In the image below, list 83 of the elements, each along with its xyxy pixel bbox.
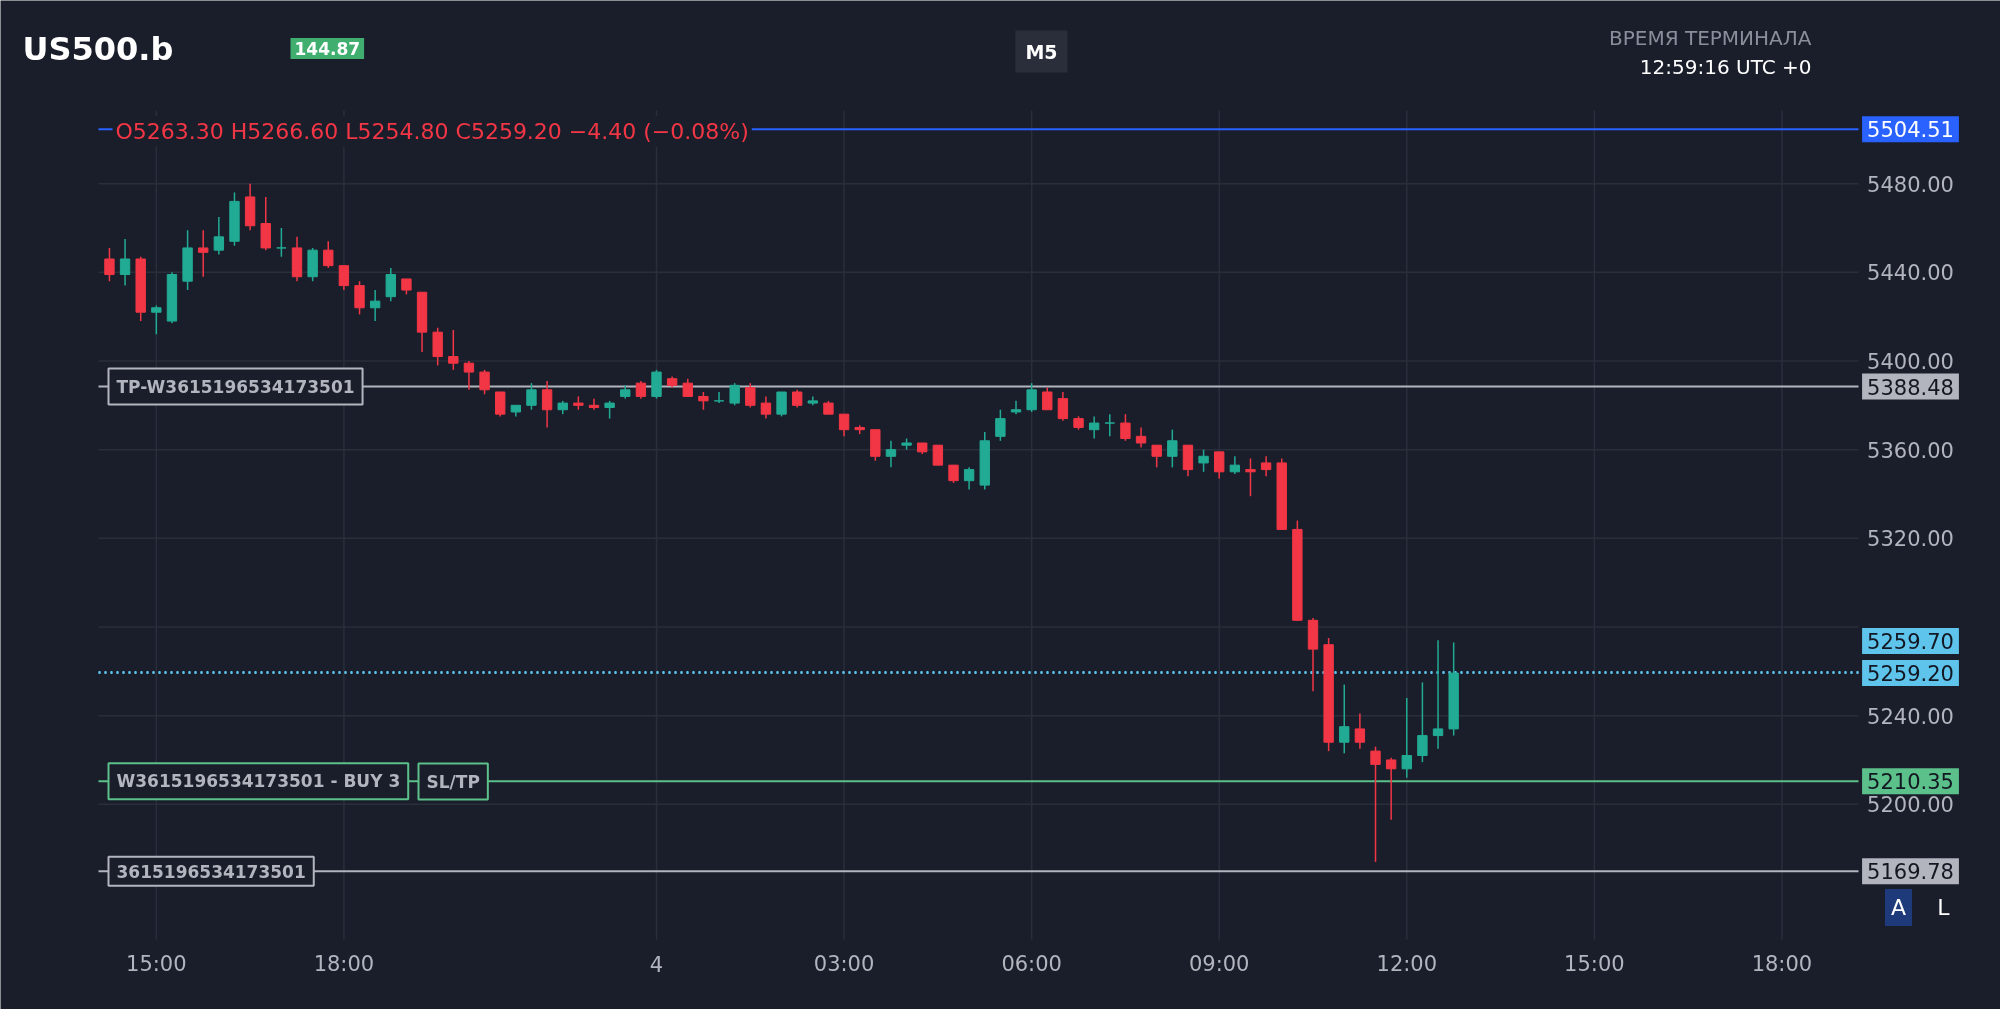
- candlestick: [745, 382, 756, 409]
- candlestick: [448, 329, 459, 371]
- candlestick: [1260, 455, 1272, 477]
- x-tick-label: 18:00: [313, 951, 375, 976]
- y-tick-label: 5240.00: [1867, 704, 1954, 729]
- candlestick: [385, 267, 396, 302]
- candlestick: [1354, 712, 1366, 750]
- y-tick-label: 5320.00: [1867, 527, 1954, 552]
- candlestick: [1385, 756, 1397, 821]
- candlestick: [588, 397, 600, 411]
- candlestick: [526, 382, 537, 411]
- annotation: TP-W3615196534173501: [116, 376, 355, 397]
- annotation: SL/TP: [426, 771, 480, 792]
- candlestick: [479, 369, 490, 395]
- ref-line-label: 5504.51: [1867, 118, 1954, 143]
- candlestick: [354, 280, 365, 316]
- candlestick: [838, 413, 850, 438]
- candlestick: [369, 289, 381, 322]
- candlestick: [1057, 391, 1069, 422]
- x-tick-label: 15:00: [126, 951, 187, 976]
- x-tick-label: 12:00: [1376, 951, 1438, 976]
- candlestick: [1432, 639, 1444, 750]
- annotation: O5263.30 H5266.60 L5254.80 C5259.20 −4.40 (−0.08%): [115, 119, 749, 144]
- candlestick: [1104, 413, 1115, 438]
- text: 144.87: [294, 39, 361, 59]
- annotation: 3615196534173501: [116, 861, 306, 882]
- candlestick: [198, 229, 209, 278]
- chart-title: US500.b: [22, 29, 174, 68]
- text: ВРЕМЯ ТЕРМИНАЛА: [1609, 25, 1812, 50]
- y-tick-label: 5480.00: [1867, 172, 1954, 197]
- x-tick-label: 06:00: [1001, 951, 1062, 976]
- x-tick-label: 18:00: [1751, 951, 1813, 976]
- candlestick: [213, 216, 225, 256]
- candlestick: [1339, 683, 1350, 755]
- candlestick: [995, 408, 1006, 442]
- candlestick: [1198, 448, 1209, 473]
- candlestick: [1214, 451, 1225, 480]
- candlestick: [1042, 386, 1053, 411]
- y-tick-label: 5400.00: [1867, 349, 1954, 374]
- ref-line-label: 5259.20: [1867, 662, 1954, 687]
- x-tick-label: 03:00: [813, 951, 875, 976]
- candlestick: [1245, 457, 1256, 497]
- candlestick: [760, 395, 772, 420]
- candlestick: [338, 264, 350, 291]
- candlestick: [1167, 428, 1178, 469]
- annotation: W3615196534173501 - BUY 3: [116, 771, 401, 792]
- candlestick: [495, 391, 506, 418]
- text: A: [1890, 895, 1907, 920]
- x-tick-label: 4: [649, 952, 664, 977]
- candlestick: [1135, 426, 1147, 449]
- candlestick: [776, 391, 787, 418]
- ref-line-label: 5388.48: [1867, 375, 1954, 400]
- candlestick: [276, 227, 287, 258]
- candlestick: [885, 440, 897, 469]
- x-tick-label: 15:00: [1564, 951, 1625, 976]
- candlestick: [963, 466, 975, 491]
- candlestick: [541, 380, 553, 429]
- candlestick: [1120, 413, 1131, 442]
- y-tick-label: 5440.00: [1867, 261, 1954, 286]
- candlestick: [104, 247, 115, 282]
- text: 12:59:16 UTC +0: [1639, 54, 1812, 79]
- candlestick: [151, 304, 162, 336]
- candlestick: [1370, 745, 1381, 863]
- candlestick: [1417, 681, 1428, 763]
- candlestick: [1401, 697, 1412, 779]
- y-tick-label: 5200.00: [1867, 793, 1954, 818]
- ref-line-label: 5210.35: [1867, 770, 1954, 795]
- y-tick-label: 5360.00: [1867, 438, 1954, 463]
- candlestick: [323, 240, 334, 269]
- candlestick: [1088, 415, 1100, 440]
- ref-line-label: 5169.78: [1867, 860, 1954, 885]
- candlestick: [932, 444, 944, 466]
- candlestick: [729, 382, 740, 407]
- text: M5: [1025, 40, 1058, 63]
- candlestick: [463, 360, 475, 391]
- x-tick-label: 09:00: [1188, 951, 1250, 976]
- candlestick: [1026, 382, 1037, 413]
- candlestick: [1010, 400, 1022, 415]
- candlestick: [713, 391, 725, 404]
- text: L: [1937, 895, 1951, 920]
- candlestick: [1151, 444, 1162, 469]
- candlestick: [119, 238, 131, 287]
- ref-line-label: 5259.70: [1867, 630, 1954, 655]
